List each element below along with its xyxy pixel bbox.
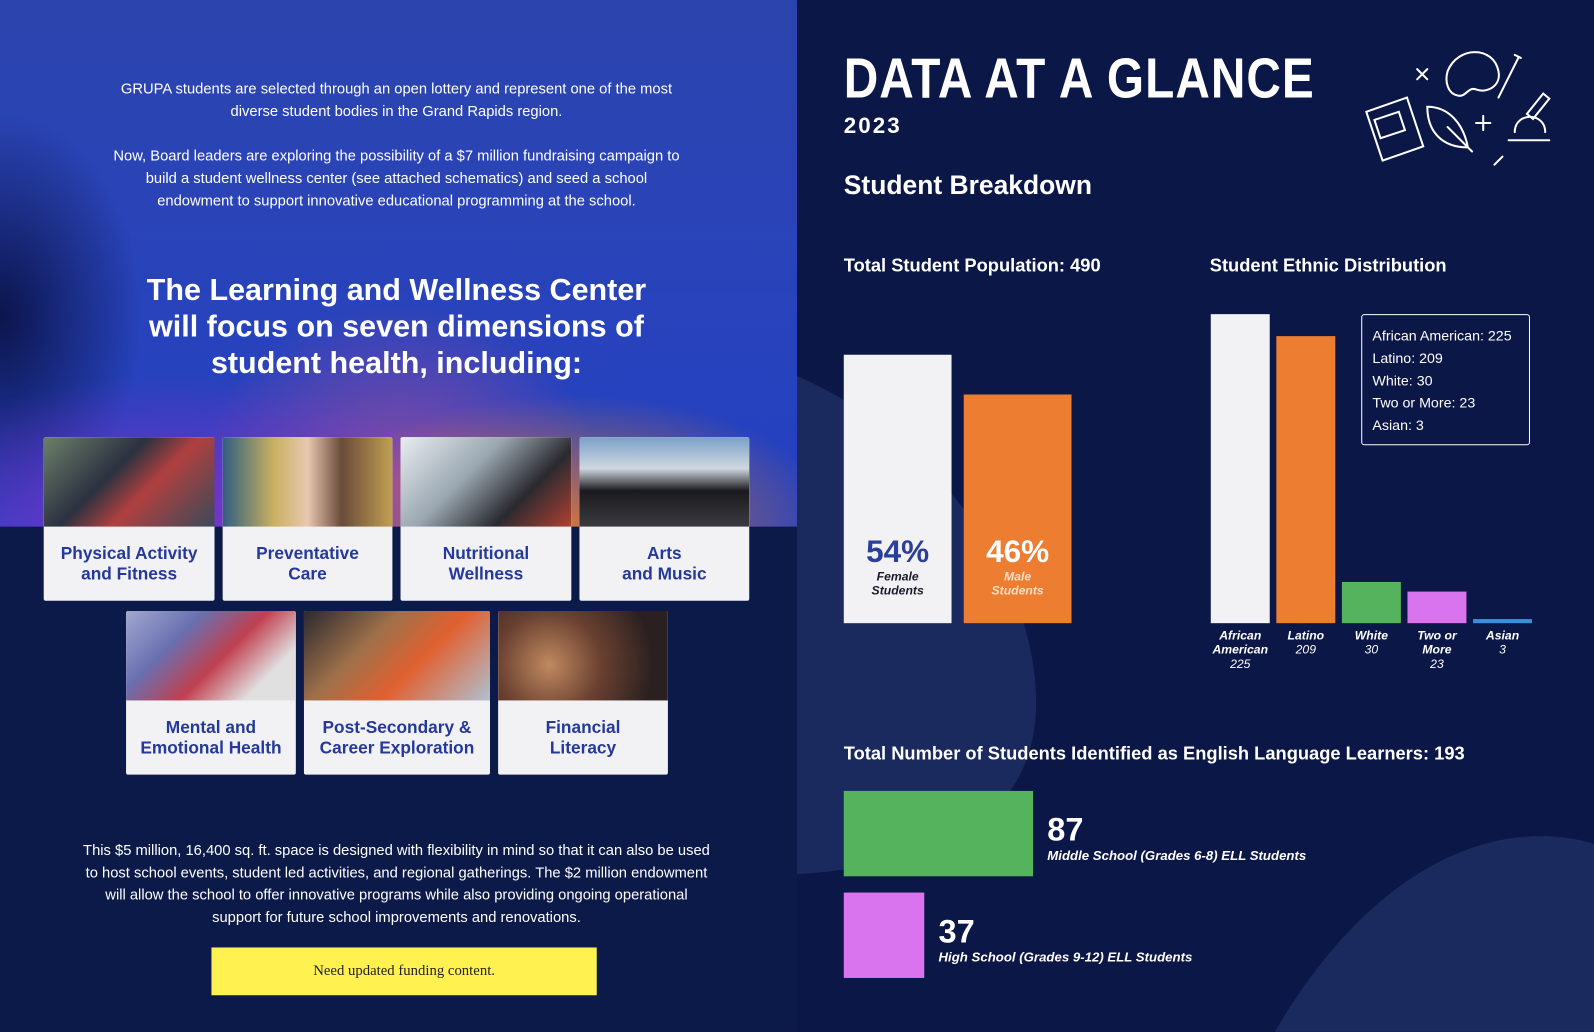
x-axis-label: African American 225 — [1208, 628, 1273, 671]
legend-box: African American: 225 Latino: 209 White: 3… — [1361, 314, 1530, 446]
category-label: Asian — [1485, 628, 1520, 643]
chart-title: Total Student Population: 490 — [843, 255, 1101, 276]
category-label: Middle School (Grades 6-8) ELL Students — [1047, 847, 1307, 864]
card-label: Arts and Music — [622, 543, 707, 584]
bar — [843, 790, 1034, 877]
bar — [1210, 314, 1270, 624]
dimension-card: Financial Literacy — [498, 610, 668, 775]
value-label: 209 — [1295, 642, 1317, 657]
background-blob — [1274, 836, 1594, 1032]
icon-microscope — [1507, 92, 1551, 142]
left-panel: GRUPA students are selected through an o… — [0, 0, 798, 996]
intro-paragraph: Now, Board leaders are exploring the pos… — [113, 148, 680, 210]
legend-entry: African American: 225 — [1372, 327, 1512, 344]
bar — [843, 354, 952, 624]
category-label: White — [1354, 628, 1388, 643]
card-label: Financial Literacy — [545, 717, 621, 757]
card-label: Mental and Emotional Health — [140, 717, 282, 757]
icon-percent — [1493, 155, 1504, 166]
page-title: DATA AT A GLANCE — [843, 45, 1315, 110]
category-label: Latino — [1287, 628, 1325, 643]
bar — [963, 394, 1072, 624]
value-label: 30 — [1364, 642, 1379, 657]
dimension-card: Preventative Care — [222, 437, 393, 601]
decorative-icons — [1365, 51, 1551, 166]
bar — [843, 892, 925, 978]
card-label: Preventative Care — [256, 543, 359, 584]
intro-paragraph: GRUPA students are selected through an o… — [120, 81, 673, 120]
card-label: Post-Secondary & Career Exploration — [319, 717, 475, 757]
dimension-card: Physical Activity and Fitness — [43, 437, 215, 601]
chart-title: Total Number of Students Identified as E… — [843, 743, 1465, 764]
photo — [498, 610, 668, 701]
value-label: 54% — [866, 533, 930, 570]
section-heading: The Learning and Wellness Center will fo… — [146, 273, 647, 381]
bar — [1473, 619, 1533, 624]
dimension-card: Arts and Music — [579, 437, 750, 601]
note-box: Need updated funding content. — [211, 947, 597, 996]
dimension-card: Post-Secondary & Career Exploration — [303, 610, 491, 775]
value-label: 37 — [938, 912, 975, 950]
legend-entry: Two or More: 23 — [1372, 394, 1476, 411]
category-label: Female Students — [871, 569, 924, 598]
photo — [400, 437, 572, 527]
photo — [579, 437, 750, 527]
value-label: 87 — [1047, 811, 1084, 848]
section-title: Student Breakdown — [843, 169, 1092, 201]
x-axis-label: White 30 — [1339, 628, 1404, 656]
bar — [1276, 336, 1336, 624]
category-label: African American — [1212, 628, 1269, 657]
x-axis-label: Asian 3 — [1470, 628, 1535, 656]
x-axis-label: Two or More 23 — [1404, 628, 1469, 671]
card-label: Physical Activity and Fitness — [60, 543, 198, 584]
right-panel: DATA AT A GLANCE 2023 Student Breakdown … — [797, 0, 1594, 1032]
body-paragraph: This $5 million, 16,400 sq. ft. space is… — [83, 842, 710, 927]
category-label: Male Students — [991, 569, 1044, 598]
value-label: 23 — [1430, 656, 1444, 671]
dimension-card: Mental and Emotional Health — [126, 610, 296, 775]
value-label: 225 — [1230, 656, 1251, 671]
icon-brush — [1497, 53, 1522, 99]
bar — [1407, 591, 1467, 624]
category-label: High School (Grades 9-12) ELL Students — [938, 949, 1193, 965]
icon-palette — [1445, 51, 1500, 97]
photo — [303, 610, 491, 701]
icon-book — [1365, 96, 1425, 162]
chart-canvas — [797, 51, 1594, 1032]
x-axis-label: Latino 209 — [1273, 628, 1338, 656]
dimension-card: Nutritional Wellness — [400, 437, 572, 601]
year: 2023 — [843, 112, 902, 139]
photo — [43, 437, 215, 527]
icon-x — [1416, 68, 1429, 81]
value-label: 46% — [986, 533, 1050, 570]
photo — [126, 610, 296, 701]
legend-entry: Asian: 3 — [1372, 416, 1424, 434]
legend-entry: White: 30 — [1372, 372, 1433, 389]
icon-leaf — [1426, 105, 1474, 153]
bar — [1341, 581, 1401, 624]
card-label: Nutritional Wellness — [442, 543, 530, 584]
icon-plus — [1475, 114, 1492, 132]
photo — [222, 437, 393, 527]
legend-entry: Latino: 209 — [1372, 349, 1443, 366]
value-label: 3 — [1499, 642, 1506, 657]
category-label: Two or More — [1417, 628, 1457, 657]
chart-title: Student Ethnic Distribution — [1209, 255, 1447, 276]
